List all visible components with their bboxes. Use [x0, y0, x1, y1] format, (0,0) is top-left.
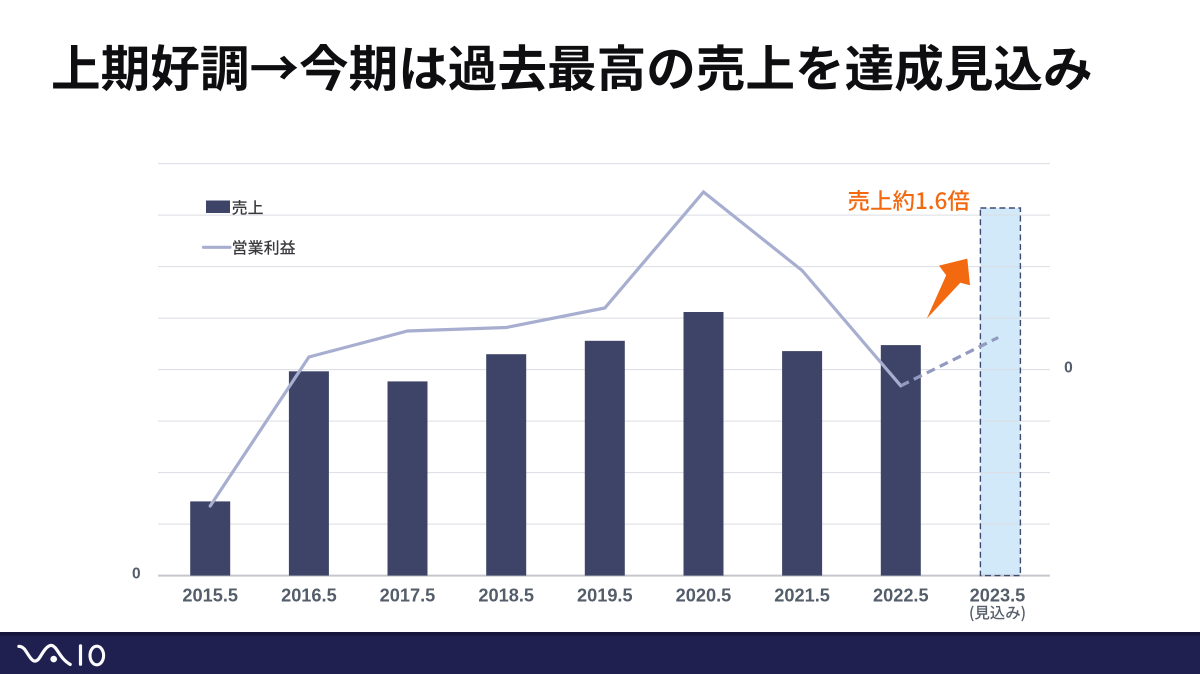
- svg-text:0: 0: [132, 566, 141, 583]
- svg-text:2023.5: 2023.5: [970, 586, 1026, 606]
- svg-text:2016.5: 2016.5: [281, 586, 337, 606]
- svg-text:2021.5: 2021.5: [774, 586, 830, 606]
- svg-text:0: 0: [1064, 360, 1073, 377]
- svg-text:2022.5: 2022.5: [873, 586, 929, 606]
- svg-text:2020.5: 2020.5: [676, 586, 732, 606]
- svg-text:2017.5: 2017.5: [380, 586, 436, 606]
- svg-text:2015.5: 2015.5: [182, 586, 238, 606]
- svg-text:2019.5: 2019.5: [577, 586, 633, 606]
- svg-text:2018.5: 2018.5: [478, 586, 534, 606]
